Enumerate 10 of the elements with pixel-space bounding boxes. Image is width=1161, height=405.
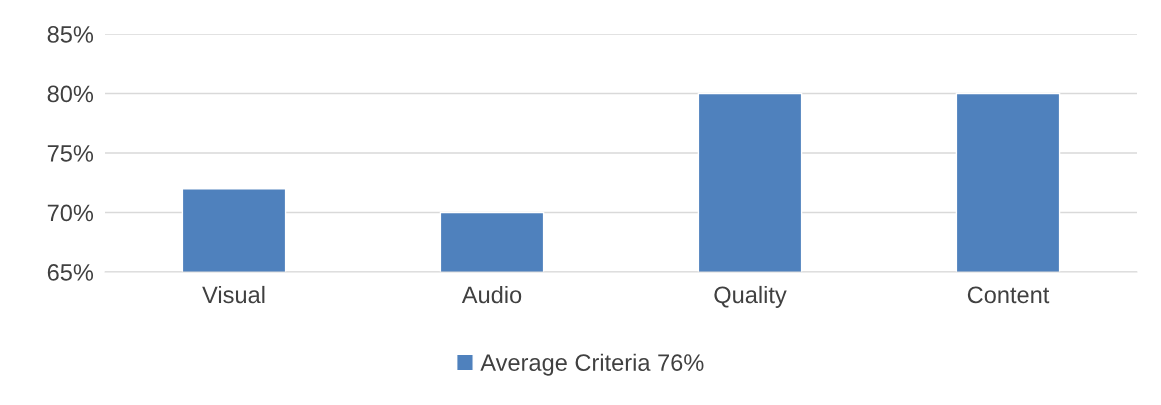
- y-tick-label: 80%: [47, 85, 94, 103]
- y-tick-label: 70%: [47, 204, 94, 222]
- x-tick-label: Content: [967, 286, 1050, 304]
- x-tick-label: Quality: [714, 285, 787, 308]
- y-tick-label: 75%: [47, 145, 94, 162]
- y-tick-label: 85%: [47, 26, 94, 43]
- x-tick-label: Audio: [461, 285, 522, 304]
- x-tick-label: Visual: [202, 285, 265, 304]
- y-tick-label: 65%: [47, 264, 94, 281]
- legend-label: Average Criteria 76%: [480, 353, 704, 376]
